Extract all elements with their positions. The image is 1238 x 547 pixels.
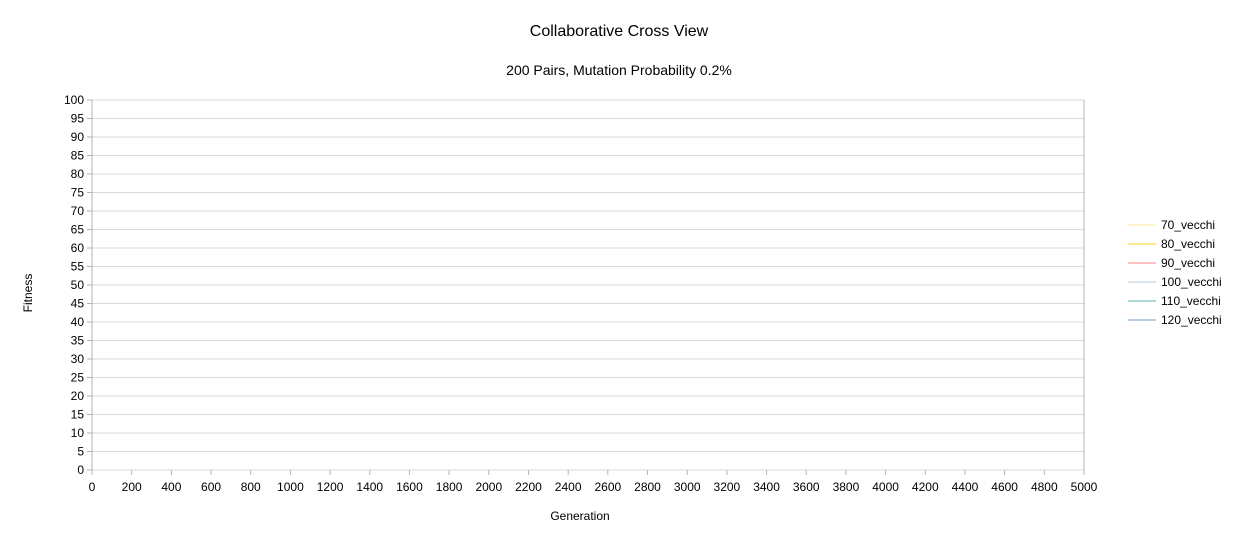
x-tick-label: 4400 bbox=[952, 480, 979, 494]
x-tick-label: 800 bbox=[241, 480, 261, 494]
y-tick-label: 20 bbox=[71, 389, 85, 403]
x-tick-label: 3600 bbox=[793, 480, 820, 494]
legend-label: 70_vecchi bbox=[1161, 218, 1215, 232]
y-tick-label: 25 bbox=[71, 371, 85, 385]
x-tick-label: 4800 bbox=[1031, 480, 1058, 494]
x-tick-label: 0 bbox=[89, 480, 96, 494]
y-tick-label: 60 bbox=[71, 241, 85, 255]
legend-label: 80_vecchi bbox=[1161, 237, 1215, 251]
x-tick-label: 400 bbox=[161, 480, 181, 494]
x-tick-label: 2400 bbox=[555, 480, 582, 494]
y-tick-label: 65 bbox=[71, 223, 85, 237]
y-tick-label: 85 bbox=[71, 149, 85, 163]
x-tick-label: 1600 bbox=[396, 480, 423, 494]
x-tick-label: 4200 bbox=[912, 480, 939, 494]
y-tick-label: 15 bbox=[71, 408, 85, 422]
x-tick-label: 4600 bbox=[991, 480, 1018, 494]
x-axis-label: Generation bbox=[550, 509, 609, 523]
x-tick-label: 2600 bbox=[594, 480, 621, 494]
x-tick-label: 200 bbox=[122, 480, 142, 494]
y-tick-label: 0 bbox=[77, 463, 84, 477]
y-tick-label: 75 bbox=[71, 186, 85, 200]
gridlines bbox=[92, 99, 1084, 471]
x-tick-label: 1200 bbox=[317, 480, 344, 494]
chart-title: Collaborative Cross View bbox=[530, 23, 709, 40]
x-tick-label: 2200 bbox=[515, 480, 542, 494]
y-tick-label: 80 bbox=[71, 167, 85, 181]
y-tick-label: 40 bbox=[71, 315, 85, 329]
x-tick-label: 3400 bbox=[753, 480, 780, 494]
y-tick-label: 70 bbox=[71, 204, 85, 218]
legend: 70_vecchi 80_vecchi 90_vecchi 100_vecchi 110… bbox=[1128, 218, 1222, 327]
x-tick-label: 4000 bbox=[872, 480, 899, 494]
x-tick-label: 3200 bbox=[714, 480, 741, 494]
y-tick-label: 50 bbox=[71, 278, 85, 292]
y-tick-label: 35 bbox=[71, 334, 85, 348]
legend-label: 100_vecchi bbox=[1161, 275, 1222, 289]
x-tick-label: 1000 bbox=[277, 480, 304, 494]
y-tick-label: 95 bbox=[71, 112, 85, 126]
x-tick-label: 3800 bbox=[833, 480, 860, 494]
axes bbox=[87, 99, 1085, 475]
y-tick-label: 5 bbox=[77, 445, 84, 459]
x-tick-label: 3000 bbox=[674, 480, 701, 494]
y-tick-label: 55 bbox=[71, 260, 85, 274]
x-tick-label: 5000 bbox=[1071, 480, 1098, 494]
y-tick-label: 30 bbox=[71, 352, 85, 366]
chart-subtitle: 200 Pairs, Mutation Probability 0.2% bbox=[506, 62, 732, 78]
y-tick-label: 90 bbox=[71, 130, 85, 144]
y-tick-label: 10 bbox=[71, 426, 85, 440]
legend-label: 110_vecchi bbox=[1161, 294, 1221, 308]
legend-label: 90_vecchi bbox=[1161, 256, 1215, 270]
x-tick-label: 1400 bbox=[356, 480, 383, 494]
y-tick-labels: 0 5 10 15 20 25 30 35 40 45 50 55 60 65 70 75 80 85 90 95 10… bbox=[64, 93, 84, 477]
x-tick-labels: 0 200 400 600 800 1000 1200 1400 1600 1800 2000 220… bbox=[89, 480, 1098, 494]
y-tick-label: 45 bbox=[71, 297, 85, 311]
x-tick-label: 1800 bbox=[436, 480, 463, 494]
y-axis-label: Fitness bbox=[21, 274, 35, 313]
x-tick-label: 2000 bbox=[475, 480, 502, 494]
x-tick-label: 2800 bbox=[634, 480, 661, 494]
y-tick-label: 100 bbox=[64, 93, 84, 107]
x-tick-label: 600 bbox=[201, 480, 221, 494]
legend-label: 120_vecchi bbox=[1161, 313, 1222, 327]
